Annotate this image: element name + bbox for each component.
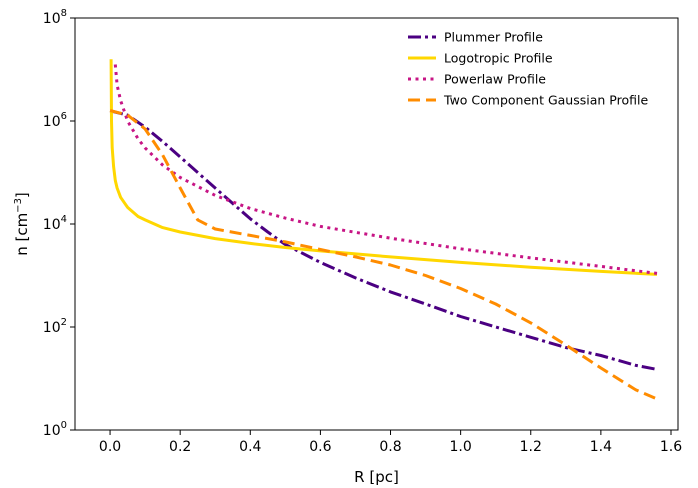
- x-axis-ticks: 0.0 0.2 0.4 0.6 0.8 1.0 1.2 1.4 1.6: [99, 430, 682, 455]
- x-tick-label: 0.6: [309, 439, 331, 455]
- series-line-two-component-gaussian-profile: [109, 109, 658, 401]
- legend-label: Powerlaw Profile: [444, 72, 546, 87]
- x-tick-label: 0.8: [379, 439, 401, 455]
- series-line-plummer-profile: [109, 109, 658, 371]
- y-tick-label: 104: [43, 214, 67, 233]
- x-tick-label: 1.0: [450, 439, 472, 455]
- y-tick-label: 106: [43, 111, 67, 130]
- legend-label: Two Component Gaussian Profile: [443, 93, 648, 108]
- legend-label: Plummer Profile: [444, 30, 543, 45]
- y-axis-ticks: 100 102 104 106 108: [43, 8, 75, 439]
- x-tick-label: 0.4: [239, 439, 261, 455]
- series-line-logotropic-profile: [109, 59, 658, 276]
- y-tick-label: 100: [43, 420, 67, 439]
- legend-label: Logotropic Profile: [444, 51, 553, 66]
- plot-frame: [74, 17, 679, 431]
- x-axis-label: R [pc]: [354, 468, 399, 486]
- x-tick-label: 1.6: [660, 439, 682, 455]
- x-tick-label: 1.4: [590, 439, 612, 455]
- y-axis-label: n [cm−3]: [13, 192, 31, 256]
- x-tick-label: 0.2: [169, 439, 191, 455]
- y-tick-label: 108: [43, 8, 67, 27]
- x-tick-label: 1.2: [520, 439, 542, 455]
- x-tick-label: 0.0: [99, 439, 121, 455]
- legend: Plummer Profile Logotropic Profile Powerla…: [408, 30, 648, 108]
- y-tick-label: 102: [43, 317, 67, 336]
- series-layer: [109, 59, 658, 401]
- series-line-powerlaw-profile: [113, 64, 658, 275]
